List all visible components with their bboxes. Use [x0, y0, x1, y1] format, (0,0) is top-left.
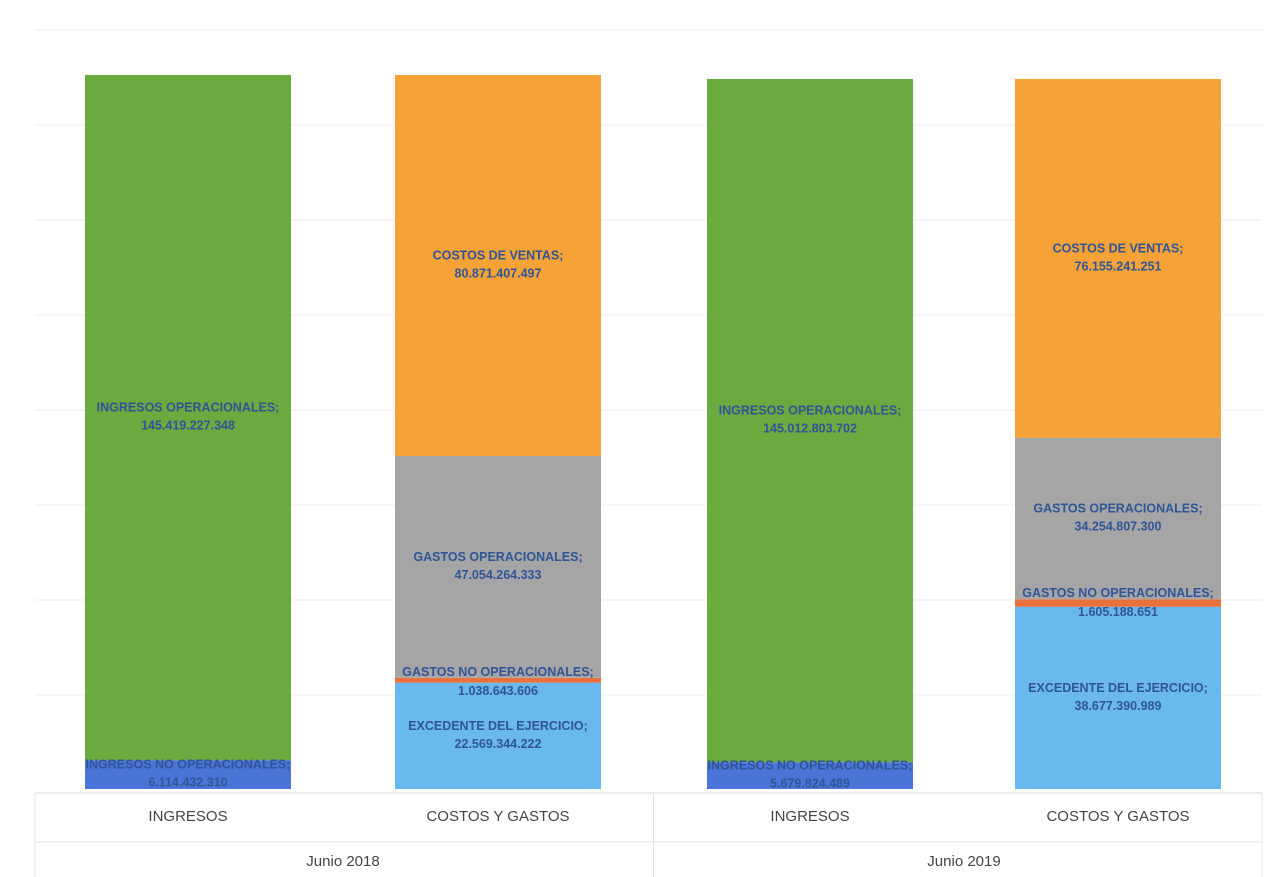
- data-label-name: COSTOS DE VENTAS;: [1053, 241, 1184, 255]
- data-label-name: COSTOS DE VENTAS;: [433, 249, 564, 263]
- data-label-name: EXCEDENTE DEL EJERCICIO;: [408, 719, 588, 733]
- bar-segment-ingresos-operacionales[interactable]: [85, 75, 291, 760]
- category-axis: INGRESOS COSTOS Y GASTOS Junio 2018 INGRESO…: [35, 793, 1262, 877]
- bar-segment-costos-de-ventas[interactable]: [395, 75, 601, 456]
- bar-segment-gastos-operacionales[interactable]: [395, 456, 601, 678]
- category-tick-label: COSTOS Y GASTOS: [426, 808, 569, 825]
- data-label-value: 5.679.824.489: [770, 777, 850, 791]
- data-label-value: 47.054.264.333: [455, 568, 542, 582]
- data-label-name: GASTOS OPERACIONALES;: [1033, 501, 1202, 515]
- data-label-name: INGRESOS OPERACIONALES;: [719, 404, 902, 418]
- group-tick-label: Junio 2018: [306, 853, 379, 870]
- data-label-name: INGRESOS OPERACIONALES;: [97, 401, 280, 415]
- data-label-value: 76.155.241.251: [1075, 259, 1162, 273]
- data-label-name: GASTOS NO OPERACIONALES;: [402, 665, 593, 679]
- bar-segment-ingresos-operacionales[interactable]: [707, 79, 913, 762]
- data-label-value: 145.419.227.348: [141, 419, 235, 433]
- bar-segment-costos-de-ventas[interactable]: [1015, 79, 1221, 438]
- data-label-value: 1.605.188.651: [1078, 605, 1158, 619]
- data-label-value: 22.569.344.222: [455, 737, 542, 751]
- data-label-name: EXCEDENTE DEL EJERCICIO;: [1028, 681, 1208, 695]
- bar-segment-excedente-del-ejercicio[interactable]: [395, 683, 601, 789]
- data-label-value: 38.677.390.989: [1075, 699, 1162, 713]
- data-label-value: 145.012.803.702: [763, 422, 857, 436]
- data-label-value: 34.254.807.300: [1075, 519, 1162, 533]
- category-tick-label: INGRESOS: [770, 808, 849, 825]
- group-tick-label: Junio 2019: [927, 853, 1000, 870]
- data-label-name: GASTOS NO OPERACIONALES;: [1022, 586, 1213, 600]
- data-label-name: INGRESOS NO OPERACIONALES;: [708, 759, 913, 773]
- bar-segment-gastos-operacionales[interactable]: [1015, 438, 1221, 599]
- data-label-value: 6.114.432.310: [148, 776, 227, 790]
- data-label-name: GASTOS OPERACIONALES;: [413, 550, 582, 564]
- data-label-value: 80.871.407.497: [455, 267, 542, 281]
- data-label-value: 1.038.643.606: [458, 684, 538, 698]
- category-tick-label: INGRESOS: [148, 808, 227, 825]
- bar-segment-excedente-del-ejercicio[interactable]: [1015, 607, 1221, 789]
- data-label-name: INGRESOS NO OPERACIONALES;: [86, 758, 291, 772]
- category-tick-label: COSTOS Y GASTOS: [1046, 808, 1189, 825]
